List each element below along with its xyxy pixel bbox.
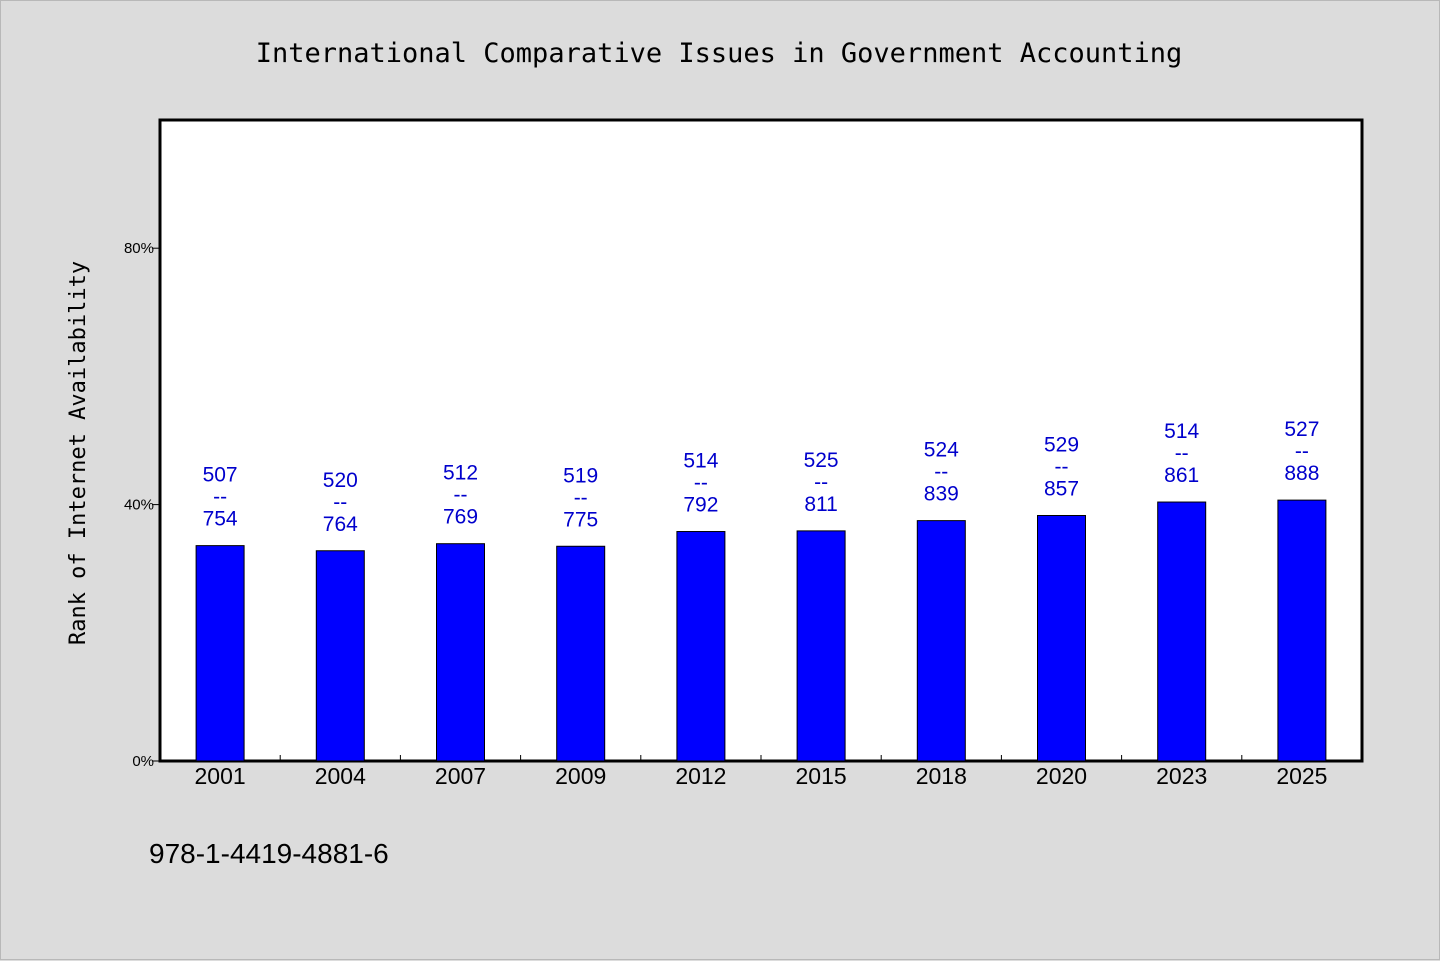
- x-tick-label: 2009: [555, 763, 606, 789]
- y-tick-label: 40%: [124, 497, 154, 514]
- data-label: --: [574, 486, 588, 509]
- x-tick-label: 2025: [1276, 763, 1327, 789]
- axis-ticks: 0% 40% 80% 2001 2004 2007 2009 2012 2015 2018 2020…: [124, 240, 1328, 789]
- y-tick-label: 80%: [124, 240, 154, 257]
- bar: [195, 545, 245, 762]
- bar: [676, 531, 726, 762]
- data-label: --: [814, 471, 828, 494]
- data-label: 764: [323, 513, 358, 536]
- data-label: 769: [443, 506, 478, 529]
- data-label: --: [1055, 455, 1069, 478]
- bar: [436, 543, 485, 762]
- data-label: 507: [203, 464, 238, 487]
- data-label: --: [1295, 440, 1309, 463]
- data-label: 775: [563, 508, 598, 531]
- data-label: 512: [443, 462, 478, 485]
- data-label: 811: [804, 493, 837, 516]
- data-label: 529: [1044, 433, 1079, 456]
- data-labels: 507--754520--764512--769519--775514--792…: [203, 418, 1320, 536]
- chart-title: International Comparative Issues in Gove…: [256, 38, 1183, 69]
- bar: [556, 545, 606, 762]
- data-label: 520: [323, 469, 358, 492]
- data-label: --: [934, 461, 948, 484]
- data-label: 792: [683, 494, 718, 517]
- data-label: --: [213, 486, 227, 509]
- x-tick-label: 2004: [315, 763, 366, 789]
- bar: [315, 550, 365, 762]
- x-tick-label: 2012: [675, 763, 726, 789]
- data-label: --: [333, 491, 347, 514]
- data-label: --: [454, 484, 468, 507]
- data-label: 527: [1284, 418, 1319, 441]
- data-label: 857: [1044, 477, 1079, 500]
- data-label: 524: [924, 439, 959, 462]
- y-tick-label: 0%: [132, 753, 154, 770]
- data-label: 839: [924, 483, 959, 506]
- bar: [796, 530, 846, 762]
- data-label: 525: [804, 449, 839, 472]
- data-label: 514: [1164, 420, 1199, 443]
- bars: [195, 499, 1327, 762]
- x-tick-label: 2023: [1156, 763, 1207, 789]
- bar: [1037, 514, 1086, 762]
- bar: [916, 520, 966, 762]
- bar: [1277, 499, 1327, 762]
- x-tick-label: 2001: [195, 763, 246, 789]
- data-label: --: [1175, 442, 1189, 465]
- footnote: 978-1-4419-4881-6: [149, 838, 389, 869]
- data-label: 754: [203, 508, 238, 531]
- y-axis-label: Rank of Internet Availability: [66, 261, 91, 645]
- data-label: 888: [1284, 462, 1319, 485]
- bar: [1157, 501, 1207, 762]
- data-label: 514: [683, 450, 718, 473]
- x-tick-label: 2018: [916, 763, 967, 789]
- data-label: 519: [563, 464, 598, 487]
- data-label: --: [694, 472, 708, 495]
- x-tick-label: 2007: [435, 763, 486, 789]
- data-label: 861: [1164, 464, 1199, 487]
- x-tick-label: 2020: [1036, 763, 1087, 789]
- x-tick-label: 2015: [796, 763, 847, 789]
